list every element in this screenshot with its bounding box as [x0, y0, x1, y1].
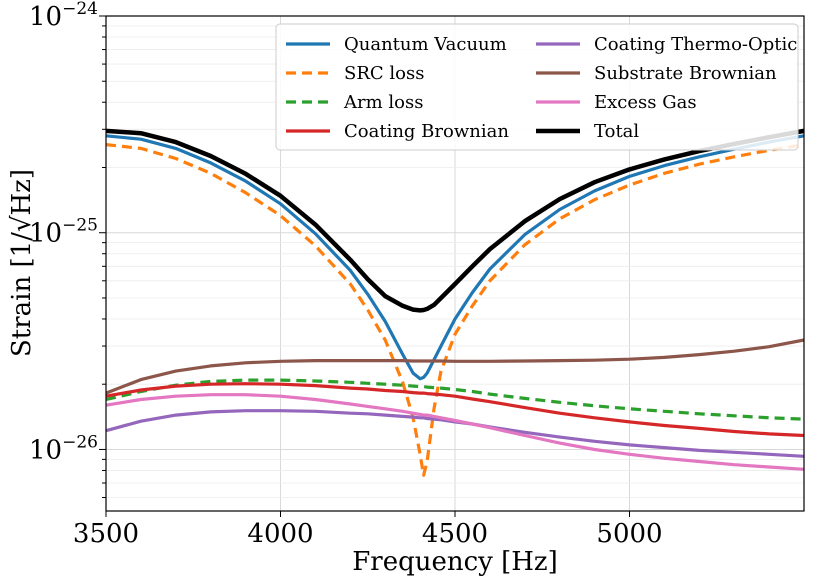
series-line-substrate-brownian [105, 338, 805, 395]
axis-ticks: 3500 4000 4500 5000 10−24 10−25 10−26 [29, 0, 663, 549]
legend-label-coating-brownian: Coating Brownian [344, 121, 509, 142]
series-line-coating-thermo-optic [105, 409, 805, 458]
x-tick-label: 5000 [596, 519, 662, 549]
legend-label-arm-loss: Arm loss [343, 92, 423, 113]
series-line-total [105, 128, 805, 313]
legend-box [275, 23, 799, 151]
series-line-arm-loss [105, 378, 805, 421]
y-tick-label: 10−25 [29, 216, 98, 249]
legend-label-excess-gas: Excess Gas [594, 92, 697, 113]
series-line-coating-brownian [105, 382, 805, 438]
x-tick-label: 4000 [247, 519, 313, 549]
series-line-quantum-vacuum [105, 134, 805, 381]
legend-label-quantum-vacuum: Quantum Vacuum [344, 34, 507, 55]
x-tick-label: 3500 [73, 519, 139, 549]
series-lines [105, 128, 805, 477]
series-line-excess-gas [105, 393, 805, 471]
x-axis-label: Frequency [Hz] [352, 547, 558, 577]
legend-label-src-loss: SRC loss [344, 63, 424, 84]
x-tick-label: 4500 [422, 519, 488, 549]
y-axis-label: Strain [1/√Hz] [7, 169, 37, 357]
series-line-src-loss [105, 143, 805, 477]
y-tick-label: 10−24 [29, 0, 98, 32]
y-tick-label: 10−26 [29, 432, 98, 465]
legend: Quantum Vacuum SRC loss Arm loss Coating Br… [275, 23, 799, 151]
legend-label-coating-thermo-optic: Coating Thermo-Optic [594, 34, 797, 55]
legend-label-substrate-brownian: Substrate Brownian [594, 63, 777, 84]
legend-label-total: Total [594, 121, 639, 142]
